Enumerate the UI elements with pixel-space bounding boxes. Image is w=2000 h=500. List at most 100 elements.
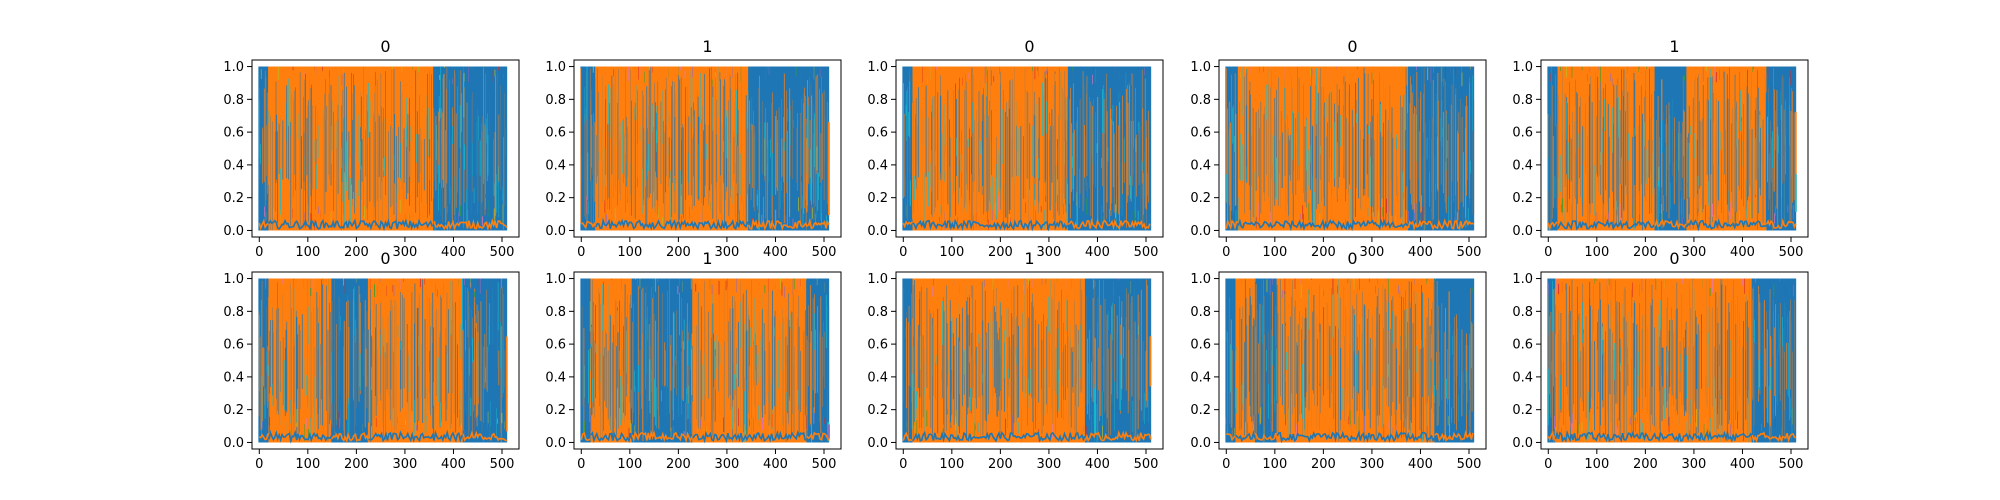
x-tick-label: 300 (1360, 245, 1385, 260)
x-tick-label: 100 (295, 457, 320, 472)
x-tick-label: 400 (1408, 245, 1433, 260)
x-tick-label: 0 (1222, 245, 1230, 260)
x-tick-label: 500 (1457, 245, 1482, 260)
baseline-trace (590, 431, 633, 444)
baseline-trace (902, 220, 913, 229)
y-tick-label: 0.0 (223, 224, 244, 239)
plot-area (258, 278, 508, 444)
subplot-title: 0 (380, 249, 390, 268)
x-tick-label: 0 (577, 245, 585, 260)
y-tick-label: 0.4 (867, 158, 888, 173)
y-tick-label: 1.0 (545, 60, 566, 75)
baseline-trace (1685, 218, 1768, 232)
x-tick-label: 500 (490, 245, 515, 260)
subplot-title: 1 (1669, 37, 1679, 56)
baseline-trace (748, 218, 830, 231)
y-tick-label: 0.4 (223, 370, 244, 385)
baseline-trace (258, 433, 269, 441)
subplot-2: 0 100 200 300 400 500 0.0 0.2 0.4 0.6 0.8 1.0 1 (545, 37, 842, 260)
baseline-trace (1407, 218, 1475, 232)
x-tick-label: 100 (1262, 245, 1287, 260)
subplot-title: 1 (702, 37, 712, 56)
x-tick-label: 400 (1085, 245, 1110, 260)
x-tick-label: 100 (1584, 245, 1609, 260)
y-tick-label: 0.4 (1190, 158, 1211, 173)
baseline-trace (580, 221, 597, 230)
x-tick-label: 500 (812, 245, 837, 260)
x-tick-label: 300 (715, 245, 740, 260)
subplot-5: 0 100 200 300 400 500 0.0 0.2 0.4 0.6 0.8 1.0 1 (1512, 37, 1809, 260)
x-tick-label: 500 (1134, 245, 1159, 260)
subplot-title: 0 (1347, 37, 1357, 56)
baseline-trace (1067, 217, 1151, 231)
baseline-trace (1225, 218, 1239, 231)
x-tick-label: 300 (1037, 245, 1062, 260)
y-tick-label: 1.0 (223, 60, 244, 75)
x-tick-label: 200 (344, 457, 369, 472)
x-tick-label: 300 (393, 245, 418, 260)
x-tick-label: 400 (441, 245, 466, 260)
y-tick-label: 0.6 (545, 126, 566, 141)
plot-area (258, 66, 508, 232)
x-tick-label: 0 (255, 245, 263, 260)
y-tick-label: 0.8 (545, 93, 566, 108)
baseline-trace (595, 217, 750, 231)
baseline-trace (692, 430, 807, 444)
y-tick-label: 1.0 (1512, 60, 1533, 75)
x-tick-label: 100 (939, 245, 964, 260)
y-tick-label: 0.4 (545, 158, 566, 173)
y-tick-label: 0.6 (1512, 126, 1533, 141)
x-tick-label: 200 (1633, 245, 1658, 260)
x-tick-label: 100 (617, 457, 642, 472)
baseline-trace (268, 429, 333, 444)
axes-frame (1540, 59, 1809, 238)
y-tick-label: 0.4 (1512, 158, 1533, 173)
y-tick-label: 0.6 (223, 126, 244, 141)
x-tick-label: 100 (295, 245, 320, 260)
y-tick-label: 0.8 (1512, 93, 1533, 108)
y-tick-label: 0.8 (867, 93, 888, 108)
axes-frame (573, 271, 842, 450)
baseline-trace (580, 431, 591, 442)
axes-frame (895, 59, 1164, 238)
baseline-trace (1765, 218, 1797, 230)
baseline-trace (462, 430, 508, 442)
y-tick-label: 0.2 (867, 191, 888, 206)
y-tick-label: 0.8 (1190, 93, 1211, 108)
baseline-trace (1654, 218, 1687, 231)
y-tick-label: 0.2 (1190, 191, 1211, 206)
y-tick-label: 1.0 (223, 272, 244, 287)
baseline-trace (631, 429, 693, 443)
baseline-trace (1557, 218, 1655, 231)
axes-frame (1218, 59, 1487, 238)
x-tick-label: 400 (441, 457, 466, 472)
x-tick-label: 100 (617, 245, 642, 260)
x-tick-label: 300 (393, 457, 418, 472)
y-tick-label: 0.6 (223, 338, 244, 353)
baseline-trace (912, 218, 1069, 232)
y-tick-label: 0.2 (223, 191, 244, 206)
y-tick-label: 0.0 (223, 436, 244, 451)
axes-frame (251, 59, 520, 238)
subplot-title: 0 (380, 37, 390, 56)
axes-frame (573, 59, 842, 238)
y-tick-label: 0.0 (545, 224, 566, 239)
plot-area (580, 66, 830, 231)
baseline-trace (806, 431, 830, 441)
x-tick-label: 300 (1682, 245, 1707, 260)
y-tick-label: 0.0 (867, 224, 888, 239)
x-tick-label: 500 (1779, 245, 1804, 260)
y-tick-label: 0.6 (1190, 126, 1211, 141)
baseline-trace (331, 431, 370, 444)
y-tick-label: 0.2 (545, 191, 566, 206)
x-tick-label: 0 (255, 457, 263, 472)
subplot-4: 0 100 200 300 400 500 0.0 0.2 0.4 0.6 0.8 1.0 0 (1190, 37, 1487, 260)
y-tick-label: 0.0 (1190, 224, 1211, 239)
baseline-trace (1547, 221, 1558, 232)
baseline-trace (258, 218, 269, 231)
baseline-trace (433, 218, 508, 232)
x-tick-label: 200 (344, 245, 369, 260)
x-tick-label: 400 (763, 245, 788, 260)
y-tick-label: 1.0 (1190, 60, 1211, 75)
